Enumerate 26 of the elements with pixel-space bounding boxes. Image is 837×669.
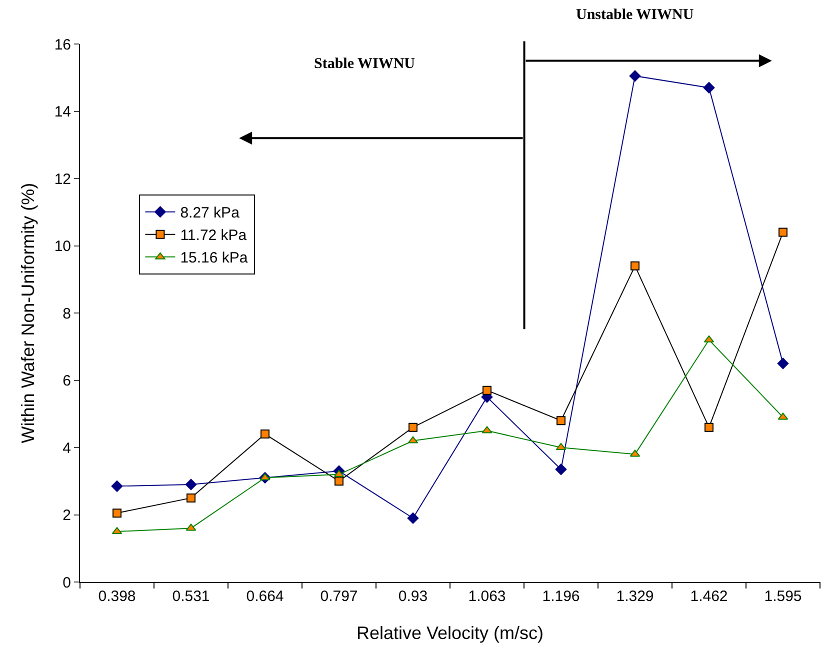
y-tick-label: 14 — [54, 104, 71, 120]
y-axis-title: Within Wafer Non-Uniformity (%) — [18, 182, 38, 444]
x-tick-label: 1.329 — [616, 588, 654, 605]
legend-label: 15.16 kPa — [180, 250, 248, 267]
annotation: Stable WIWNU — [314, 56, 416, 72]
y-tick-label: 0 — [62, 574, 71, 592]
x-tick-label: 0.398 — [98, 588, 136, 605]
x-axis-title: Relative Velocity (m/sc) — [356, 623, 544, 644]
y-tick-label: 6 — [62, 372, 71, 390]
x-tick-label: 0.93 — [398, 588, 428, 605]
y-tick-label: 4 — [62, 440, 71, 457]
x-tick-label: 0.664 — [246, 588, 284, 605]
y-tick-label: 10 — [54, 238, 71, 255]
x-tick-label: 1.196 — [542, 588, 580, 605]
y-tick-label: 16 — [54, 36, 71, 54]
legend-label: 11.72 kPa — [180, 227, 248, 244]
x-tick-label: 1.595 — [764, 588, 802, 605]
y-tick-label: 12 — [54, 170, 71, 188]
x-tick-label: 0.531 — [172, 588, 210, 605]
x-tick-label: 1.063 — [468, 588, 506, 605]
text: Unstable WIWNU — [576, 7, 694, 23]
y-tick-label: 8 — [62, 305, 71, 322]
x-tick-label: 0.797 — [320, 588, 358, 605]
x-tick-label: 1.462 — [690, 588, 728, 605]
y-tick-label: 2 — [62, 507, 71, 524]
legend-label: 8.27 kPa — [180, 204, 240, 222]
